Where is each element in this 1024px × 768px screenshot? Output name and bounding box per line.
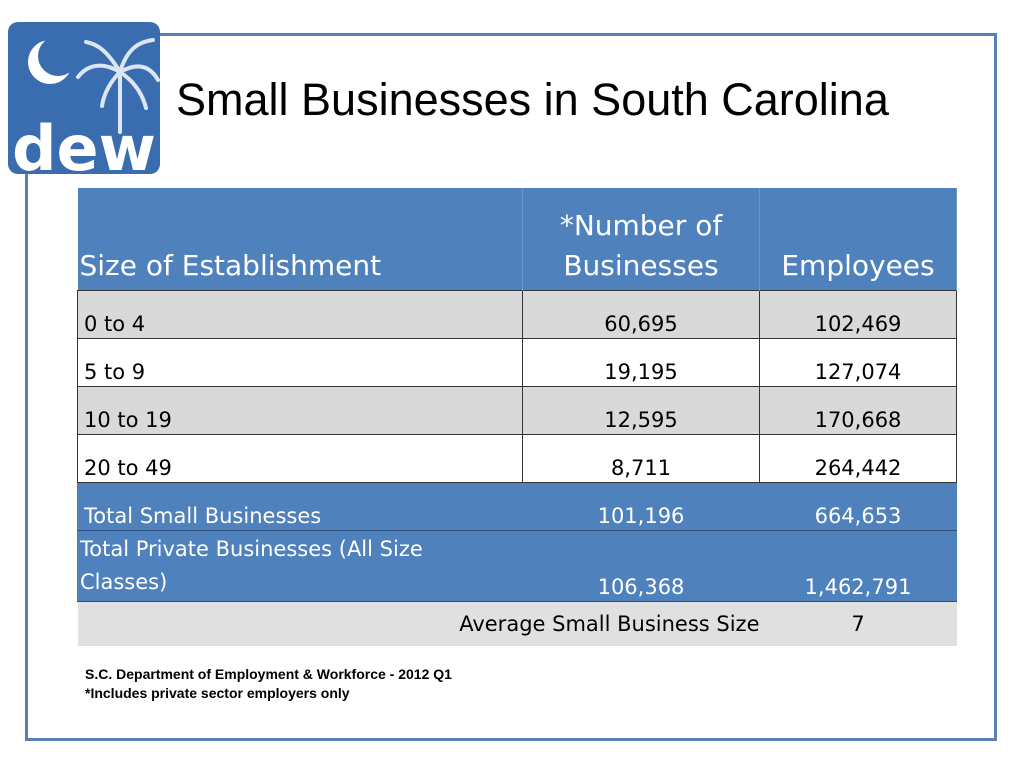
slide-frame xyxy=(25,33,997,741)
table-row: 10 to 19 12,595 170,668 xyxy=(77,386,957,435)
row-businesses: 12,595 xyxy=(522,386,760,435)
footnotes: S.C. Department of Employment & Workforc… xyxy=(85,665,452,703)
table-row: 5 to 9 19,195 127,074 xyxy=(77,338,957,387)
total-private-row: Total Private Businesses (All Size Class… xyxy=(77,530,957,602)
row-employees: 1,462,791 xyxy=(759,530,957,602)
row-label: 0 to 4 xyxy=(77,290,523,339)
slide-title: Small Businesses in South Carolina xyxy=(176,74,889,125)
row-businesses: 60,695 xyxy=(522,290,760,339)
table-header-row: Size of Establishment *Number of Busines… xyxy=(77,188,957,291)
row-businesses: 19,195 xyxy=(522,338,760,387)
row-employees: 664,653 xyxy=(759,482,957,531)
table-row: 20 to 49 8,711 264,442 xyxy=(77,434,957,483)
row-employees: 264,442 xyxy=(759,434,957,483)
row-employees: 127,074 xyxy=(759,338,957,387)
row-employees: 102,469 xyxy=(759,290,957,339)
row-label: 5 to 9 xyxy=(77,338,523,387)
header-employees: Employees xyxy=(759,188,957,291)
header-businesses: *Number of Businesses xyxy=(522,188,760,291)
row-label: Total Small Businesses xyxy=(77,482,523,531)
row-businesses: 8,711 xyxy=(522,434,760,483)
header-size: Size of Establishment xyxy=(77,188,523,291)
row-label: Total Private Businesses (All Size Class… xyxy=(77,530,523,602)
average-row: Average Small Business Size 7 xyxy=(77,601,957,646)
row-label: 10 to 19 xyxy=(77,386,523,435)
footnote-source: S.C. Department of Employment & Workforc… xyxy=(85,666,452,682)
row-businesses: 101,196 xyxy=(522,482,760,531)
average-label: Average Small Business Size xyxy=(77,601,760,646)
table-row: 0 to 4 60,695 102,469 xyxy=(77,290,957,339)
average-value: 7 xyxy=(759,601,957,646)
svg-text:dew: dew xyxy=(12,112,156,174)
sc-palmetto-crescent-logo-icon: dew xyxy=(8,22,160,185)
row-businesses: 106,368 xyxy=(522,530,760,602)
footnote-note: *Includes private sector employers only xyxy=(85,685,350,701)
dew-logo: dew xyxy=(8,22,160,185)
row-label: 20 to 49 xyxy=(77,434,523,483)
small-business-table: Size of Establishment *Number of Busines… xyxy=(77,188,957,646)
row-employees: 170,668 xyxy=(759,386,957,435)
total-small-row: Total Small Businesses 101,196 664,653 xyxy=(77,482,957,531)
